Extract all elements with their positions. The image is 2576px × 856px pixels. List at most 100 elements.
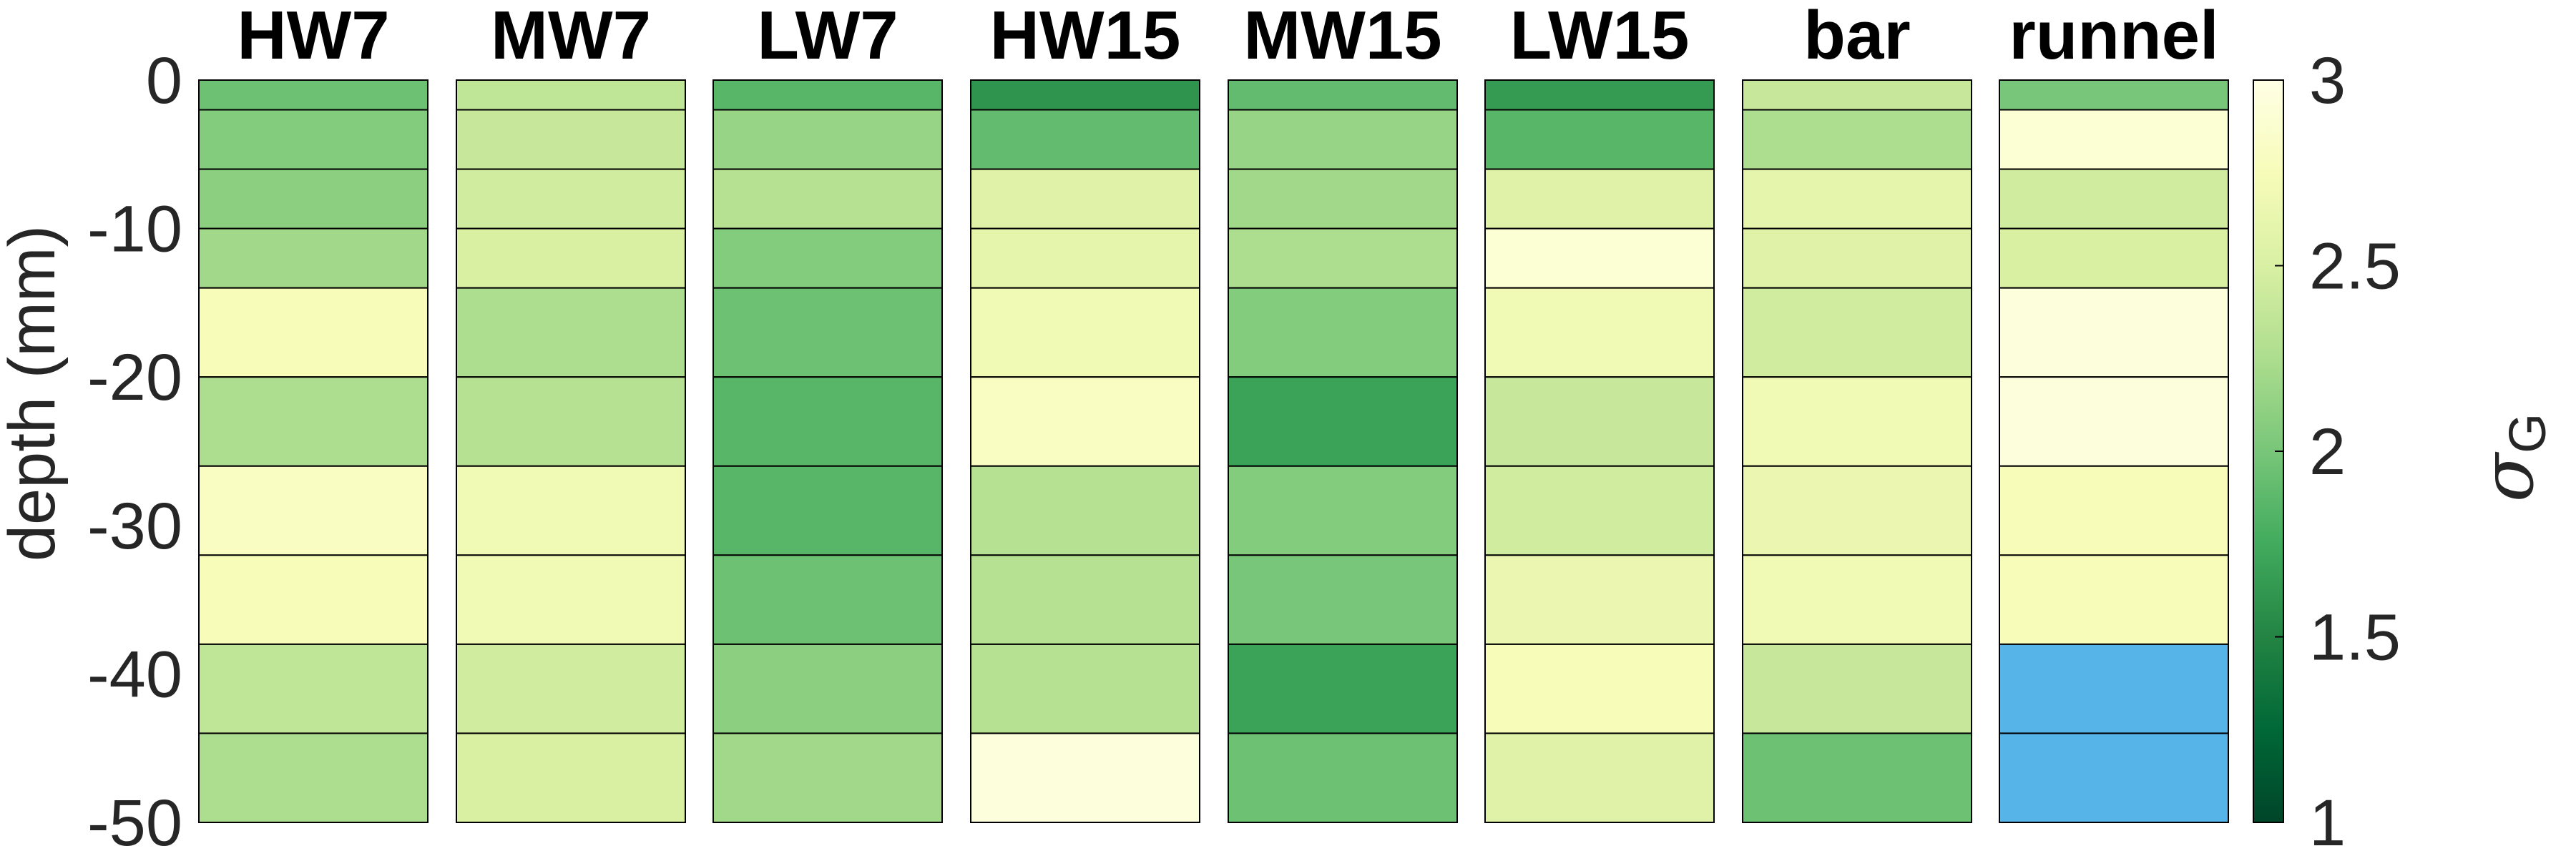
column-title-hw15: HW15 [990, 0, 1181, 74]
heatmap-cell [970, 287, 1200, 378]
heatmap-cell [1228, 376, 1458, 467]
heatmap-cell [1228, 465, 1458, 556]
heatmap-cell [970, 554, 1200, 645]
heatmap-cell [1999, 227, 2229, 289]
heatmap-cell [712, 109, 943, 170]
heatmap-cell [1999, 168, 2229, 230]
column-title-runnel: runnel [2009, 0, 2218, 74]
heatmap-cell [456, 168, 686, 230]
heatmap-cell [198, 376, 428, 467]
y-tick-label: -40 [87, 638, 182, 711]
column-title-lw15: LW15 [1510, 0, 1690, 74]
heatmap-cell [1228, 109, 1458, 170]
heatmap-cell [1228, 732, 1458, 823]
column-runnel [1999, 79, 2229, 823]
heatmap-cell [456, 79, 686, 111]
heatmap-cell [1742, 554, 1972, 645]
colorbar: 1 1.5 2 2.5 3 σG [2253, 44, 2557, 856]
heatmap-cell [198, 227, 428, 289]
heatmap-cell [712, 465, 943, 556]
heatmap-cells [198, 79, 2229, 823]
heatmap-cell [198, 79, 428, 111]
y-tick-label: 0 [146, 44, 182, 117]
heatmap-cell [712, 227, 943, 289]
heatmap-cell [1484, 287, 1715, 378]
heatmap-cell [456, 376, 686, 467]
heatmap-cell [1999, 287, 2229, 378]
heatmap-cell [1484, 643, 1715, 734]
heatmap-cell [456, 109, 686, 170]
heatmap-cell [712, 287, 943, 378]
heatmap-cell [970, 643, 1200, 734]
heatmap-cell [1742, 465, 1972, 556]
column-bar [1742, 79, 1972, 823]
colorbar-tick-label: 1.5 [2309, 601, 2401, 674]
heatmap-cell [1742, 109, 1972, 170]
column-lw15 [1484, 79, 1715, 823]
column-mw15 [1228, 79, 1458, 823]
column-lw7 [712, 79, 943, 823]
heatmap-cell [1742, 227, 1972, 289]
colorbar-tick-label: 2 [2309, 415, 2346, 488]
colorbar-symbol: σ [2466, 451, 2550, 502]
heatmap-cell [1228, 168, 1458, 230]
heatmap-cell [970, 465, 1200, 556]
heatmap-cell [1484, 465, 1715, 556]
heatmap-cell [1228, 554, 1458, 645]
heatmap-cell [198, 109, 428, 170]
y-tick-label: -50 [87, 787, 182, 856]
colorbar-ticks: 1 1.5 2 2.5 3 [2275, 44, 2401, 856]
heatmap-cell [1228, 643, 1458, 734]
heatmap-cell [970, 109, 1200, 170]
heatmap-cell [1742, 732, 1972, 823]
column-titles: HW7 MW7 LW7 HW15 MW15 LW15 bar runnel [237, 0, 2218, 74]
heatmap-cell [970, 168, 1200, 230]
heatmap-cell [1484, 168, 1715, 230]
column-title-hw7: HW7 [237, 0, 389, 74]
heatmap-cell [712, 732, 943, 823]
heatmap-cell [1484, 79, 1715, 111]
heatmap-cell [1228, 79, 1458, 111]
heatmap-cell [456, 732, 686, 823]
heatmap-cell [198, 168, 428, 230]
colorbar-tick-label: 2.5 [2309, 230, 2401, 303]
y-tick-label: -30 [87, 490, 182, 563]
colorbar-subscript: G [2499, 413, 2557, 453]
heatmap-cell [1999, 376, 2229, 467]
heatmap-cell [1999, 109, 2229, 170]
heatmap-cell [456, 465, 686, 556]
heatmap-cell [712, 376, 943, 467]
heatmap-cell [1742, 287, 1972, 378]
heatmap-cell [1742, 643, 1972, 734]
heatmap-cell [1999, 79, 2229, 111]
column-title-mw15: MW15 [1243, 0, 1441, 74]
column-title-lw7: LW7 [757, 0, 898, 74]
heatmap-cell [1742, 79, 1972, 111]
column-hw7 [198, 79, 428, 823]
heatmap-cell [970, 79, 1200, 111]
heatmap-cell [1999, 554, 2229, 645]
heatmap-cell [456, 287, 686, 378]
column-mw7 [456, 79, 686, 823]
heatmap-cell [1999, 465, 2229, 556]
heatmap-cell [198, 643, 428, 734]
heatmap-cell [1484, 109, 1715, 170]
heatmap-cell [1484, 554, 1715, 645]
y-axis-label: depth (mm) [0, 225, 69, 561]
heatmap-cell [1484, 732, 1715, 823]
colorbar-tick-label: 3 [2309, 44, 2346, 117]
column-title-bar: bar [1803, 0, 1910, 74]
heatmap-cell [970, 376, 1200, 467]
heatmap-cell [198, 554, 428, 645]
heatmap-cell [198, 732, 428, 823]
heatmap-cell [198, 287, 428, 378]
heatmap-cell [1742, 168, 1972, 230]
heatmap-cell [1999, 732, 2229, 823]
heatmap-cell [456, 643, 686, 734]
heatmap-cell [456, 554, 686, 645]
heatmap-cell [198, 465, 428, 556]
heatmap-cell [712, 643, 943, 734]
heatmap-cell [1228, 227, 1458, 289]
heatmap-cell [712, 554, 943, 645]
